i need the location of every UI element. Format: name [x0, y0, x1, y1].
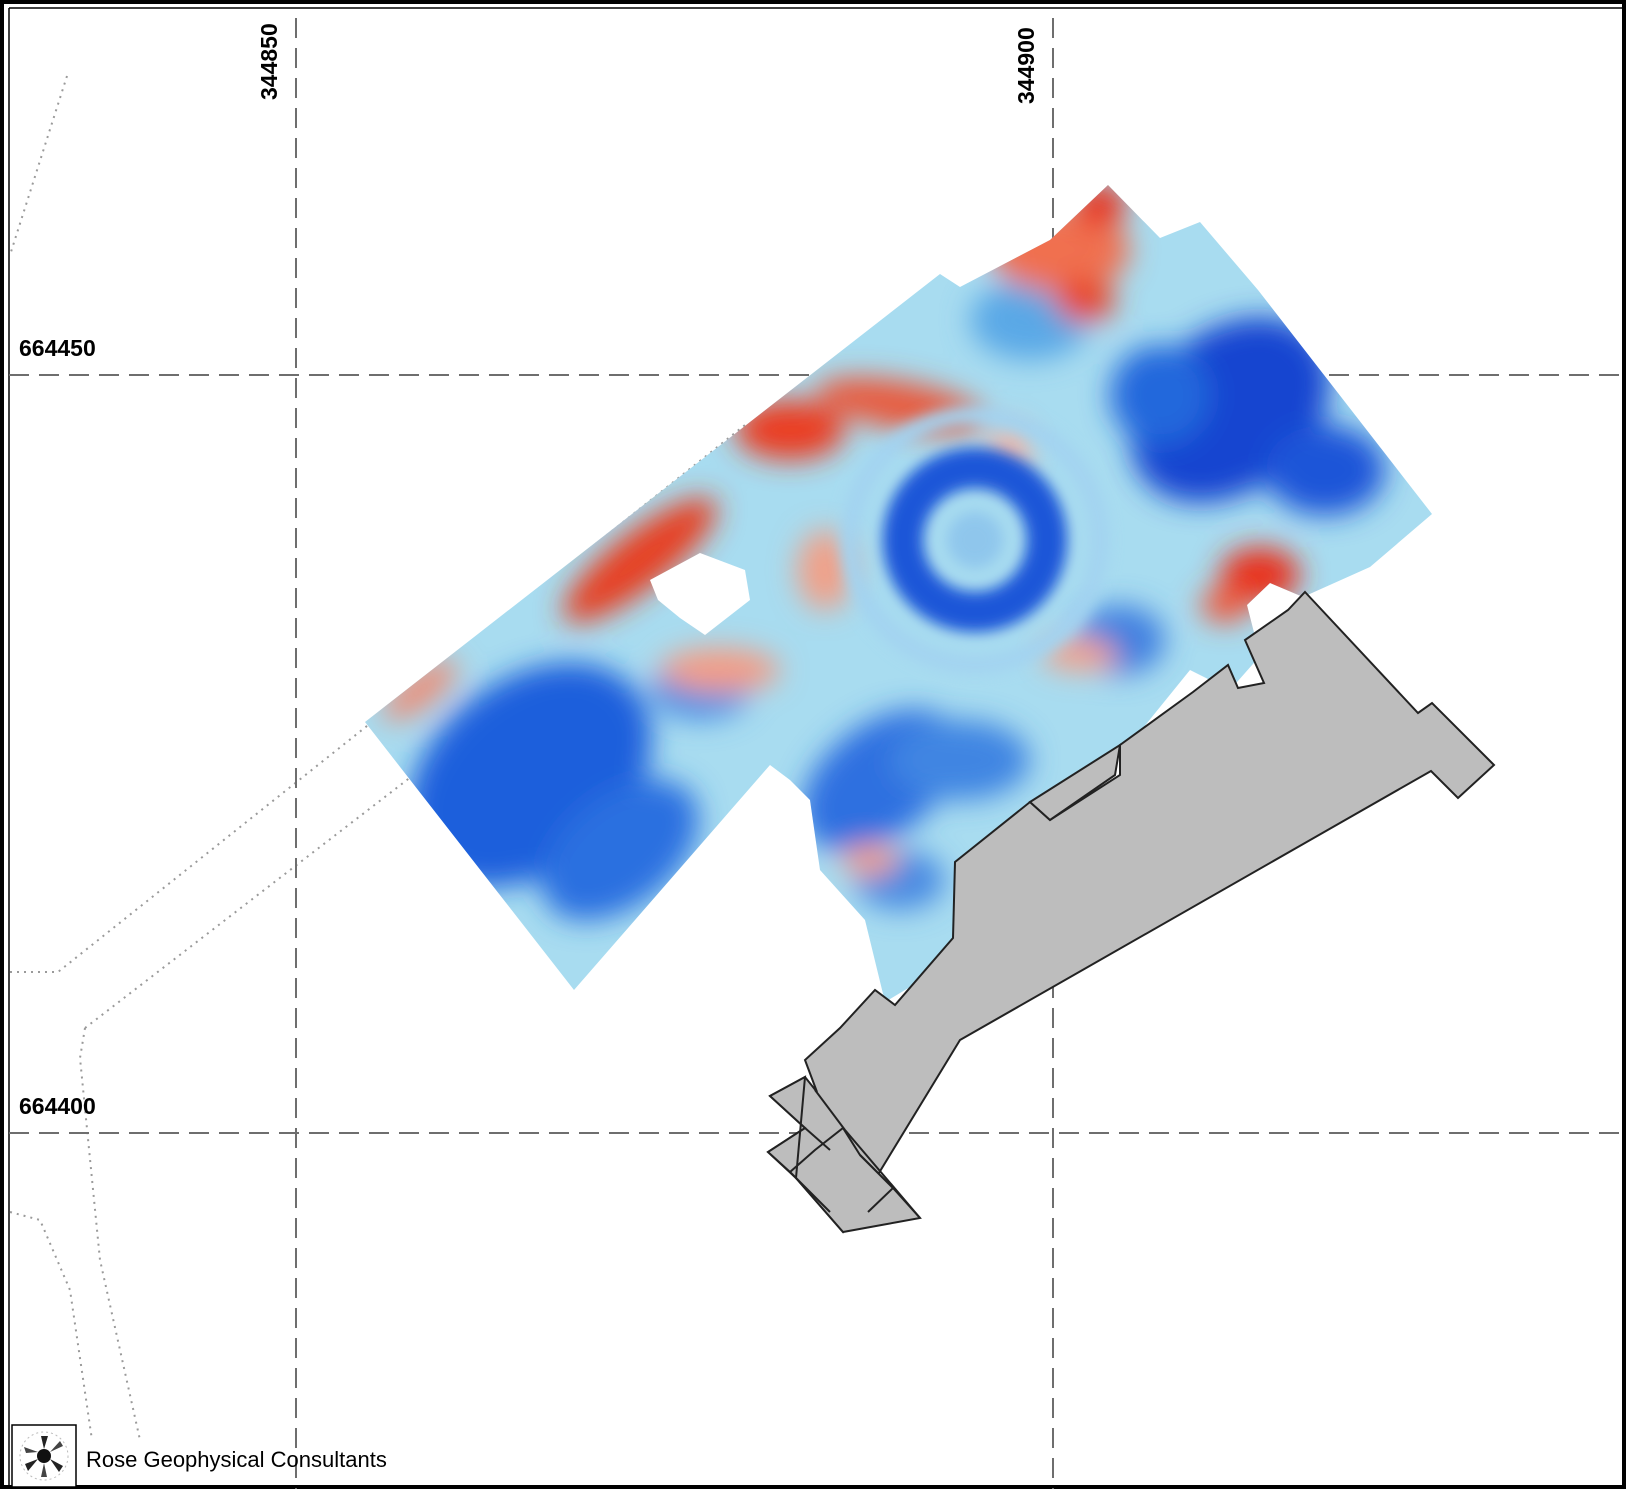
- credit-text: Rose Geophysical Consultants: [86, 1447, 387, 1472]
- field-boundary-lines: [9, 75, 761, 1441]
- grid-label-northing-2: 664400: [19, 1093, 96, 1119]
- grid-label-easting-2: 344900: [1013, 27, 1039, 104]
- rose-geophysical-logo-icon: [19, 1431, 69, 1481]
- building-footprint: [766, 590, 1496, 1234]
- ring-feature: [841, 406, 1109, 674]
- grid-label-northing-1: 664450: [19, 335, 96, 361]
- credit-block: Rose Geophysical Consultants: [11, 1424, 387, 1488]
- grid-label-easting-1: 344850: [256, 23, 282, 100]
